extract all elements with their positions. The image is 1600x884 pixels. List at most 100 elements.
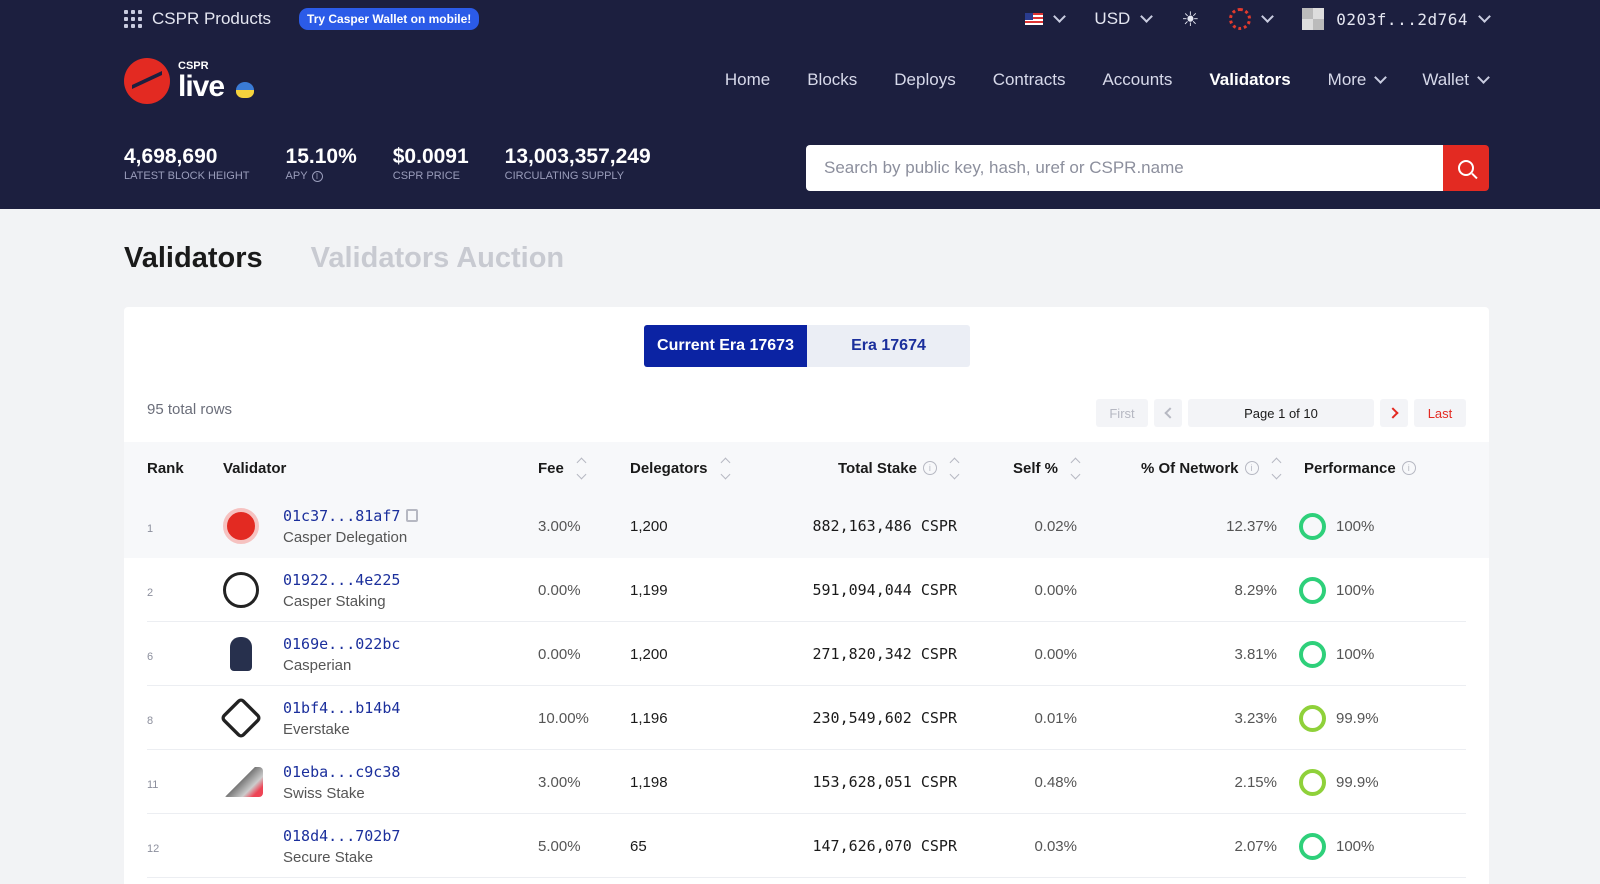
header-self[interactable]: Self % [1013,442,1081,494]
nav-contracts[interactable]: Contracts [992,70,1066,89]
validator-name: Casper Staking [283,592,386,610]
stat-label: Latest block height [124,170,250,183]
performance-ring-icon [1299,832,1326,860]
tab-validators-auction[interactable]: Validators Auction [310,242,565,274]
network-cell: 3.23% [1234,709,1277,727]
info-icon[interactable]: i [1244,461,1259,475]
stat-value: 15.10% [285,145,357,168]
validator-hash-link[interactable]: 01bf4...b14b4 [283,698,401,717]
validator-logo-icon [223,572,259,608]
search-bar [806,145,1489,191]
info-icon[interactable]: i [1401,461,1416,475]
search-input[interactable] [806,145,1443,191]
header-delegators-label: Delegators [630,459,708,477]
table-row[interactable]: 12 018d4...702b7 Secure Stake 5.00% 65 1… [124,814,1489,878]
validator-hash-link[interactable]: 01922...4e225 [283,570,401,589]
search-icon [1458,160,1474,176]
stake-cell: 591,094,044 CSPR [812,581,958,599]
nav-accounts[interactable]: Accounts [1102,70,1173,89]
rank-cell: 1 [147,523,154,535]
current-era-button[interactable]: Current Era 17673 [644,325,807,367]
performance-value: 100% [1336,645,1375,663]
site-header: CSPR Products Try Casper Wallet on mobil… [0,0,1600,209]
rank-cell: 8 [147,715,154,727]
self-cell: 0.03% [1034,837,1077,855]
network-selector[interactable] [1229,8,1275,30]
header-total-stake[interactable]: Total Stake i [838,442,960,494]
self-cell: 0.01% [1034,709,1077,727]
validator-hash-link[interactable]: 01eba...c9c38 [283,762,401,781]
products-menu[interactable]: CSPR Products [124,9,271,29]
top-bar: CSPR Products Try Casper Wallet on mobil… [124,0,1491,38]
nav-wallet[interactable]: Wallet [1422,70,1490,90]
stat-supply: 13,003,357,249 Circulating supply [505,145,651,182]
chevron-down-icon [1374,71,1388,84]
header-delegators[interactable]: Delegators [630,442,730,494]
stat-value: $0.0091 [392,145,469,168]
table-row[interactable]: 2 01922...4e225 Casper Staking 0.00% 1,1… [124,558,1489,622]
account-menu[interactable]: 0203f...2d764 [1302,8,1491,30]
self-cell: 0.00% [1034,645,1077,663]
main-nav: Home Blocks Deploys Contracts Accounts V… [724,70,1490,90]
nav-more[interactable]: More [1327,70,1388,90]
currency-selector[interactable]: USD [1094,9,1154,29]
stat-label: CSPR price [392,170,460,183]
next-era-button[interactable]: Era 17674 [807,325,970,367]
validator-logo-icon [223,508,259,544]
stake-cell: 153,628,051 CSPR [812,773,958,791]
nav-wallet-label: Wallet [1422,70,1469,89]
nav-more-label: More [1327,70,1367,89]
nav-blocks[interactable]: Blocks [807,70,858,89]
search-button[interactable] [1443,145,1489,191]
table-row[interactable]: 11 01eba...c9c38 Swiss Stake 3.00% 1,198… [124,750,1489,814]
chevron-right-icon [1386,407,1399,419]
language-selector[interactable] [1025,10,1067,25]
fee-cell: 5.00% [538,837,581,855]
validator-hash-link[interactable]: 018d4...702b7 [283,826,401,845]
table-header: Rank Validator Fee Delegators Total Stak… [124,442,1489,494]
header-fee[interactable]: Fee [538,442,587,494]
validator-name: Casper Delegation [283,528,408,546]
header-validator: Validator [223,442,286,494]
fee-cell: 0.00% [538,645,581,663]
first-page-button[interactable]: First [1096,399,1148,427]
rank-cell: 6 [147,651,154,663]
validator-hash-link[interactable]: 0169e...022bc [283,634,401,653]
sort-icon [1070,457,1081,479]
grid-icon [124,10,142,28]
validator-logo-icon [230,637,252,671]
sort-icon [720,457,730,479]
performance-value: 99.9% [1336,709,1379,727]
validator-hash-link[interactable]: 01c37...81af7 [283,506,401,525]
currency-label: USD [1094,9,1131,28]
table-row[interactable]: 1 01c37...81af7 Casper Delegation 3.00% … [124,494,1489,558]
logo-small-text: CSPR [178,59,209,72]
nav-deploys[interactable]: Deploys [894,70,956,89]
chevron-down-icon [1478,10,1491,23]
sun-icon[interactable]: ☀ [1181,8,1200,31]
tab-validators[interactable]: Validators [124,242,263,274]
stat-value: 13,003,357,249 [504,145,651,168]
total-rows: 95 total rows [147,401,233,418]
nav-home[interactable]: Home [724,70,771,89]
header-network[interactable]: % Of Network i [1141,442,1281,494]
sort-icon [949,457,960,479]
nav-validators[interactable]: Validators [1209,70,1291,89]
header-network-label: % Of Network [1141,459,1239,477]
chevron-down-icon [1053,10,1067,23]
prev-page-button[interactable] [1154,399,1182,427]
avatar-icon [1302,8,1325,30]
performance-ring-icon [1299,704,1326,732]
cspr-live-logo[interactable]: CSPR live [124,58,255,104]
next-page-button[interactable] [1380,399,1408,427]
copy-icon[interactable] [406,509,419,522]
table-row[interactable]: 8 01bf4...b14b4 Everstake 10.00% 1,196 2… [124,686,1489,750]
table-row[interactable]: 6 0169e...022bc Casperian 0.00% 1,200 27… [124,622,1489,686]
info-icon[interactable]: i [311,170,323,182]
wallet-promo-pill[interactable]: Try Casper Wallet on mobile! [299,8,480,30]
chevron-down-icon [1261,10,1275,23]
info-icon[interactable]: i [922,461,937,475]
last-page-button[interactable]: Last [1414,399,1466,427]
stat-apy: 15.10% APY i [286,145,357,182]
self-cell: 0.48% [1034,773,1077,791]
